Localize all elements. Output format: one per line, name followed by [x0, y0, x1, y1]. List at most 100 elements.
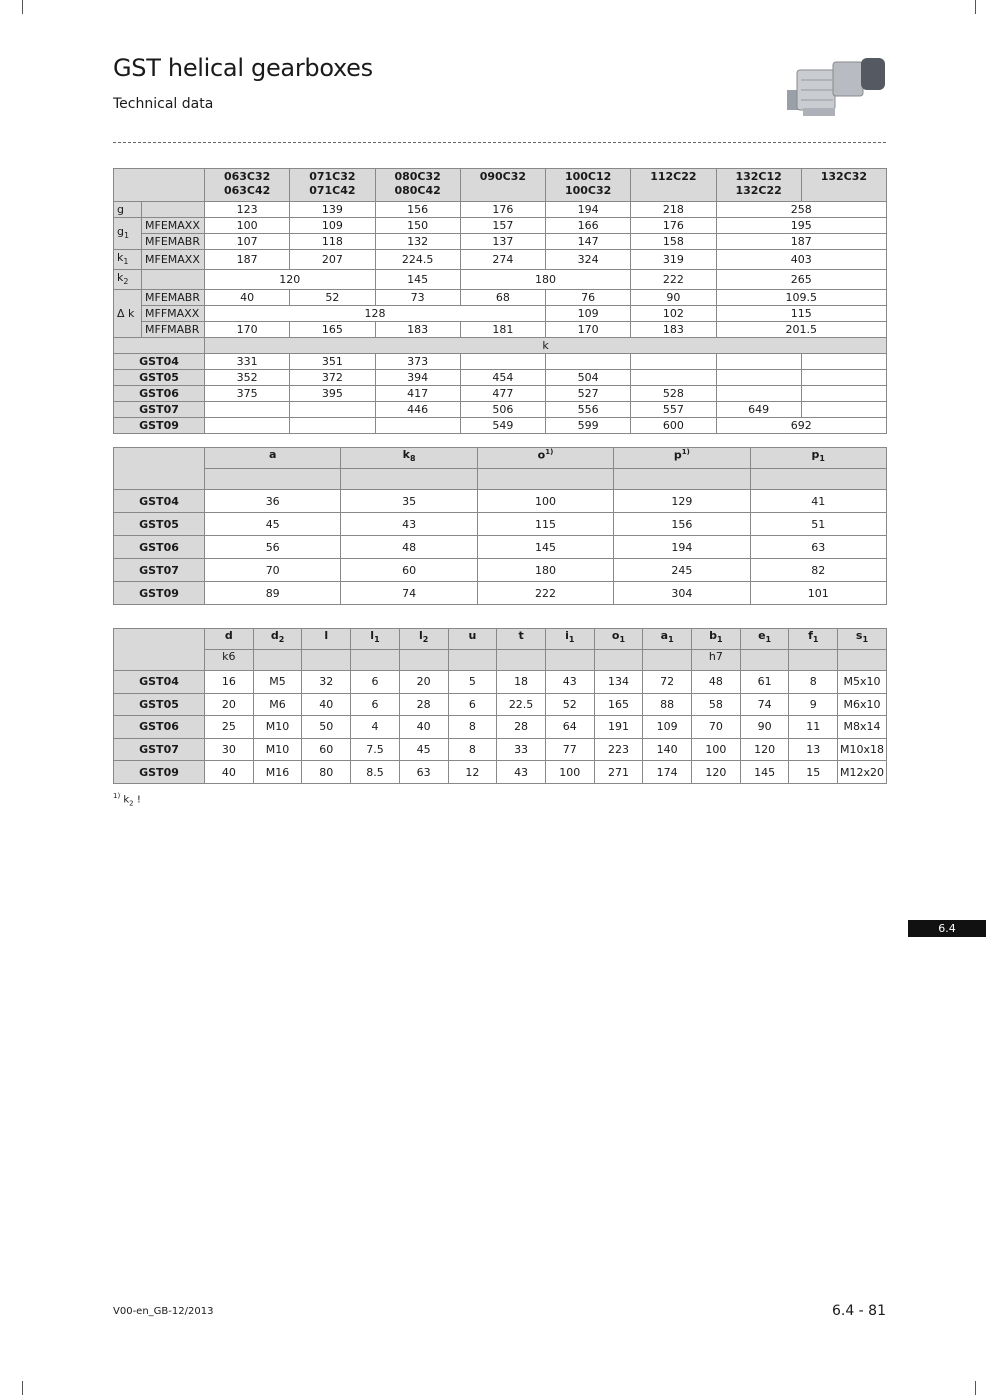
- value-cell: 70: [203, 558, 342, 582]
- gearbox-type: GST07: [113, 401, 205, 419]
- header-subscript: 8: [409, 454, 416, 464]
- value-cell: 181: [459, 321, 547, 339]
- column-header: 132C32: [800, 168, 888, 202]
- value-cell: 120: [691, 760, 741, 784]
- table-row: MFFMAXX 128 109 102 115: [114, 305, 887, 323]
- parameter-label: g: [113, 201, 142, 218]
- header-symbol: p: [673, 448, 682, 462]
- value-cell: 304: [613, 581, 751, 605]
- variant-label: [141, 201, 205, 218]
- tolerance-cell: [496, 649, 546, 671]
- value-cell: 120: [739, 737, 790, 762]
- crop-mark: [22, 0, 23, 14]
- value-cell: 70: [691, 715, 741, 739]
- value-cell: 265: [715, 269, 887, 291]
- tolerance-cell: [544, 649, 595, 671]
- value-cell: 454: [459, 369, 547, 387]
- tolerance-cell: [398, 649, 449, 671]
- value-cell: 180: [476, 558, 615, 582]
- value-cell: [459, 353, 547, 371]
- table-row: g 123 139 156 176 194 218 258: [113, 201, 887, 218]
- table-row: MFEMABR 107 118 132 137 147 158 187: [114, 233, 887, 250]
- value-cell: 76: [544, 289, 632, 307]
- value-cell: 7.5: [350, 737, 400, 762]
- value-cell: [800, 385, 888, 403]
- value-cell: 649: [715, 401, 802, 419]
- motor-size: 071C42: [309, 184, 356, 197]
- gearbox-type: GST04: [113, 353, 205, 371]
- variant-label: MFEMABR: [141, 289, 205, 307]
- value-cell: 504: [544, 369, 632, 387]
- value-cell: 61: [739, 670, 790, 694]
- value-cell: 176: [459, 201, 547, 218]
- value-cell: 40: [301, 692, 352, 717]
- header-subscript: 1: [568, 635, 575, 645]
- value-cell: 60: [301, 737, 352, 762]
- value-cell: 56: [203, 535, 342, 559]
- value-cell: 417: [374, 385, 461, 403]
- value-cell: 30: [204, 737, 254, 762]
- value-cell: 150: [374, 217, 461, 234]
- variant-label: MFEMAXX: [141, 217, 205, 234]
- value-cell: 41: [749, 489, 887, 513]
- value-cell: 692: [715, 417, 887, 435]
- value-cell: M6: [252, 692, 303, 717]
- tolerance-row: k6 h7: [114, 649, 887, 671]
- value-cell: 527: [544, 385, 632, 403]
- value-cell: 158: [630, 233, 717, 250]
- value-cell: 102: [630, 305, 717, 323]
- value-cell: 45: [203, 512, 342, 536]
- value-cell: M16: [252, 760, 303, 784]
- value-cell: 8: [788, 670, 839, 694]
- footnote: 1) k2 !: [113, 792, 141, 808]
- value-cell: [715, 385, 802, 403]
- value-cell: 222: [630, 269, 717, 291]
- column-header: p1): [613, 447, 751, 469]
- gearbox-type: GST04: [113, 489, 205, 513]
- column-header: 071C32 071C42: [289, 168, 376, 202]
- table-row: g1 MFEMAXX 100 109 150 157 166 176 195: [113, 217, 887, 250]
- crop-mark: [975, 1381, 976, 1395]
- value-cell: 18: [496, 670, 546, 694]
- value-cell: 115: [715, 305, 887, 323]
- value-cell: 90: [630, 289, 717, 307]
- value-cell: 170: [203, 321, 291, 339]
- value-cell: 109: [289, 217, 376, 234]
- motor-size: 100C32: [564, 184, 612, 197]
- value-cell: 8.5: [350, 760, 400, 784]
- value-cell: 45: [398, 737, 449, 762]
- motor-size: 080C42: [394, 184, 441, 197]
- parameter-subscript: 2: [123, 277, 129, 287]
- value-cell: 100: [691, 737, 741, 762]
- value-cell: 48: [340, 535, 478, 559]
- gearbox-type: GST07: [113, 558, 205, 582]
- value-cell: 90: [739, 715, 790, 739]
- column-header: o1: [593, 628, 644, 650]
- header-subscript: 1: [374, 635, 380, 645]
- header-superscript: 1): [545, 448, 554, 456]
- parameter-symbol: k: [117, 251, 124, 264]
- value-cell: 352: [203, 369, 291, 387]
- table-row: GST06 375 395 417 477 527 528: [113, 385, 888, 403]
- crop-mark: [22, 1381, 23, 1395]
- value-cell: [630, 353, 717, 371]
- value-cell: M5: [252, 670, 303, 694]
- gearbox-type: GST09: [113, 581, 205, 605]
- value-cell: 68: [459, 289, 547, 307]
- value-cell: 6: [350, 670, 400, 694]
- value-cell: [289, 401, 376, 419]
- tolerance-cell: [203, 468, 342, 490]
- parameter-subscript: 1: [123, 257, 129, 267]
- tolerance-cell: [749, 468, 887, 490]
- value-cell: [630, 369, 717, 387]
- table-row: GST05 20 M6 40 6 28 6 22.5 52 165 88 58 74 9 M6x10: [113, 692, 887, 717]
- column-header: t: [496, 628, 546, 650]
- column-header: 132C12 132C22: [715, 168, 802, 202]
- header-symbol: u: [468, 629, 477, 642]
- motor-size: 071C32: [309, 170, 356, 183]
- header-superscript: 1): [681, 448, 690, 456]
- table-row: k1 MFEMAXX 187 207 224.5 274 324 319 403: [113, 248, 887, 271]
- value-cell: 100: [203, 217, 291, 234]
- motor-size: 100C12: [564, 170, 612, 183]
- value-cell: 58: [691, 692, 741, 717]
